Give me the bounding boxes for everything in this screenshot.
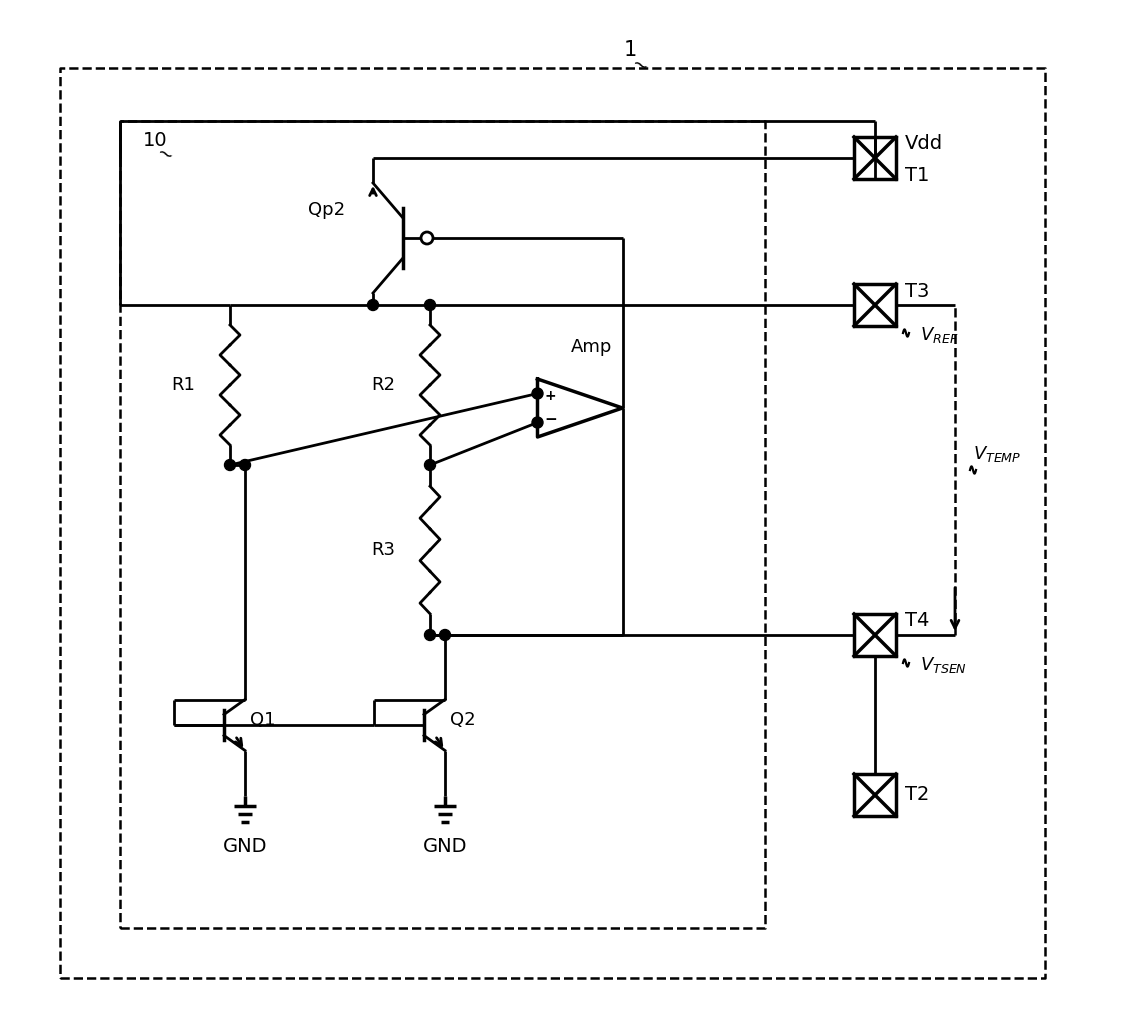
Text: R3: R3 xyxy=(371,541,395,559)
Text: −: − xyxy=(544,412,557,427)
Circle shape xyxy=(239,459,251,471)
Bar xyxy=(854,284,896,326)
Text: $V_{REF}$: $V_{REF}$ xyxy=(920,325,958,345)
Text: 10: 10 xyxy=(143,132,168,150)
Text: Amp: Amp xyxy=(572,338,612,356)
Text: T4: T4 xyxy=(905,612,930,630)
Bar xyxy=(854,774,896,816)
Circle shape xyxy=(532,388,543,399)
Text: R2: R2 xyxy=(371,376,395,394)
Text: T2: T2 xyxy=(905,786,930,804)
Text: ∼: ∼ xyxy=(153,143,177,167)
Text: Vdd: Vdd xyxy=(905,134,943,153)
Text: ∼: ∼ xyxy=(628,54,651,78)
Text: R1: R1 xyxy=(171,376,195,394)
Text: +: + xyxy=(544,390,557,403)
Circle shape xyxy=(532,417,543,428)
Text: GND: GND xyxy=(423,837,467,855)
Text: Q1: Q1 xyxy=(249,711,276,729)
Text: 1: 1 xyxy=(624,40,636,60)
Text: $V_{TEMP}$: $V_{TEMP}$ xyxy=(973,444,1022,464)
Circle shape xyxy=(424,629,435,640)
Circle shape xyxy=(440,629,450,640)
Bar xyxy=(854,614,896,656)
Circle shape xyxy=(424,300,435,311)
Text: $V_{TSEN}$: $V_{TSEN}$ xyxy=(920,655,967,675)
Text: Qp2: Qp2 xyxy=(307,201,345,219)
Circle shape xyxy=(367,300,379,311)
Text: GND: GND xyxy=(222,837,268,855)
Circle shape xyxy=(225,459,236,471)
Circle shape xyxy=(424,459,435,471)
Text: T3: T3 xyxy=(905,281,930,301)
Text: Q2: Q2 xyxy=(450,711,475,729)
Text: T1: T1 xyxy=(905,167,930,185)
Bar xyxy=(854,137,896,179)
